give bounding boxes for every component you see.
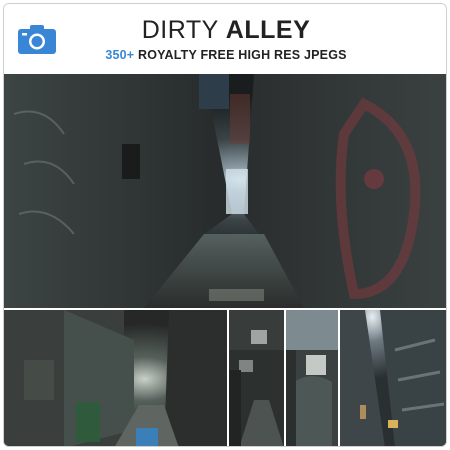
thumbnail-alley-ac-units <box>229 310 284 446</box>
thumbnail-alley-bins <box>4 310 227 446</box>
thumbnail-alley-covered-cart <box>286 310 338 446</box>
title-light: DIRTY <box>141 16 219 44</box>
subtitle: 350+ ROYALTY FREE HIGH RES JPEGS <box>4 47 446 63</box>
product-card: DIRTY ALLEY 350+ ROYALTY FREE HIGH RES J… <box>3 3 447 447</box>
header: DIRTY ALLEY 350+ ROYALTY FREE HIGH RES J… <box>4 4 446 74</box>
thumbnail-alley-looking-up <box>340 310 446 446</box>
subtitle-text: ROYALTY FREE HIGH RES JPEGS <box>137 48 347 62</box>
page-title: DIRTY ALLEY <box>4 15 446 45</box>
main-alley-photo <box>4 74 446 308</box>
image-count: 350+ <box>105 48 135 62</box>
title-bold: ALLEY <box>225 16 311 44</box>
camera-icon <box>18 25 56 54</box>
